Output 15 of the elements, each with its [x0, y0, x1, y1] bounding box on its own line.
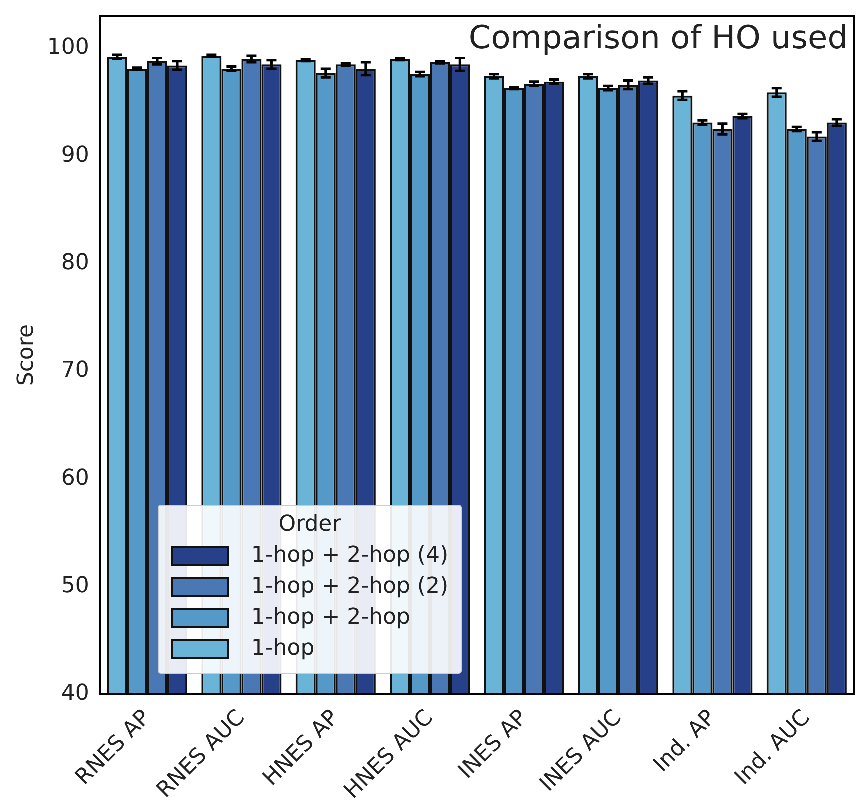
y-tick-label: 90	[61, 142, 90, 168]
legend-label: 1-hop	[251, 636, 315, 662]
legend-label: 1-hop + 2-hop (2)	[251, 574, 449, 600]
y-tick-label: 100	[47, 35, 90, 60]
legend-label: 1-hop + 2-hop (4)	[251, 543, 449, 568]
y-tick-label: 60	[61, 466, 90, 491]
y-tick-label: 80	[61, 250, 90, 276]
chart-title: Comparison of HO used	[468, 18, 848, 57]
x-tick-label: Ind. AP	[649, 705, 721, 778]
y-tick-label: 40	[61, 681, 90, 706]
legend-label: 1-hop + 2-hop	[251, 605, 410, 630]
y-axis-title: Score	[14, 324, 39, 386]
y-tick-label: 50	[61, 574, 90, 599]
legend-title: Order	[278, 512, 342, 538]
y-tick-label: 70	[61, 358, 90, 384]
